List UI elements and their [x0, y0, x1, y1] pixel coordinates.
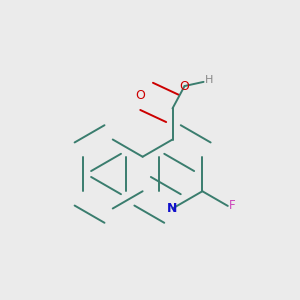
Text: O: O [180, 80, 190, 92]
Text: H: H [205, 75, 213, 85]
Text: N: N [167, 202, 178, 215]
Text: F: F [229, 200, 236, 212]
Text: O: O [136, 89, 146, 102]
